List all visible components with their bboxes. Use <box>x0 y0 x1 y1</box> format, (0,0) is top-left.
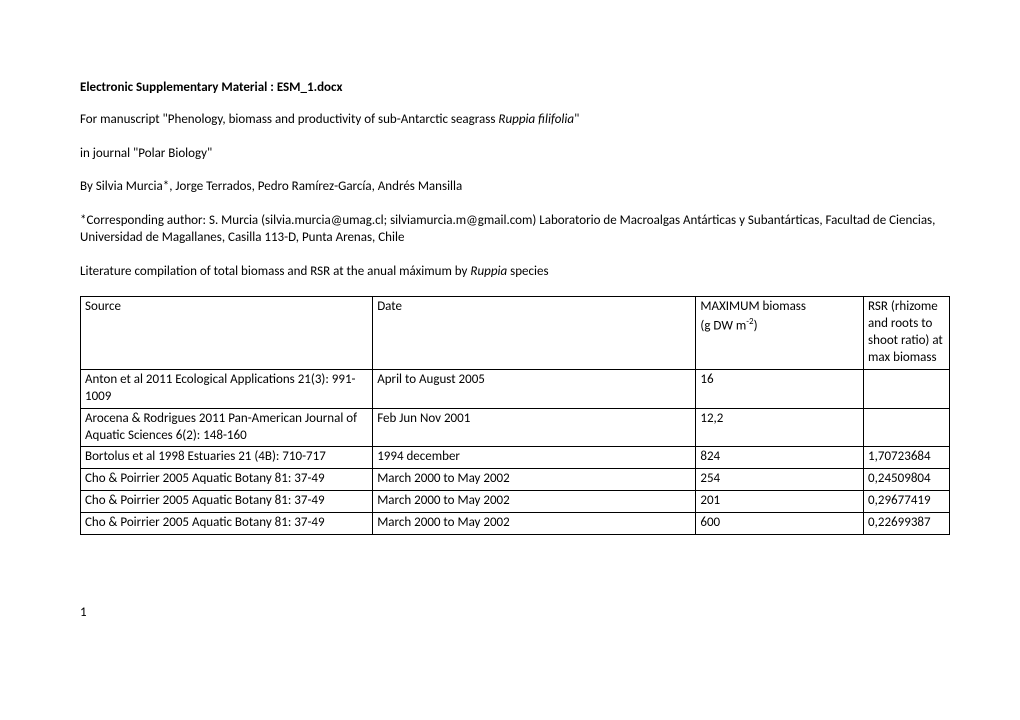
cell-source: Anton et al 2011 Ecological Applications… <box>81 369 373 408</box>
biomass-unit-suffix: ) <box>754 319 758 334</box>
cell-rsr <box>864 408 950 447</box>
compilation-suffix: species <box>507 264 548 279</box>
header-source: Source <box>81 297 373 370</box>
document-title: Electronic Supplementary Material : ESM_… <box>80 80 950 95</box>
cell-source: Cho & Poirrier 2005 Aquatic Botany 81: 3… <box>81 513 373 535</box>
cell-biomass: 201 <box>696 491 864 513</box>
cell-source: Bortolus et al 1998 Estuaries 21 (4B): 7… <box>81 447 373 469</box>
cell-source: Cho & Poirrier 2005 Aquatic Botany 81: 3… <box>81 491 373 513</box>
table-row: Bortolus et al 1998 Estuaries 21 (4B): 7… <box>81 447 950 469</box>
table-row: Cho & Poirrier 2005 Aquatic Botany 81: 3… <box>81 491 950 513</box>
cell-date: 1994 december <box>373 447 696 469</box>
biomass-label: MAXIMUM biomass <box>700 299 806 314</box>
header-rsr: RSR (rhizome and roots to shoot ratio) a… <box>864 297 950 370</box>
cell-rsr: 0,29677419 <box>864 491 950 513</box>
cell-date: April to August 2005 <box>373 369 696 408</box>
table-row: Cho & Poirrier 2005 Aquatic Botany 81: 3… <box>81 513 950 535</box>
biomass-unit-prefix: (g DW m <box>700 319 746 334</box>
table-row: Anton et al 2011 Ecological Applications… <box>81 369 950 408</box>
manuscript-prefix: For manuscript "Phenology, biomass and p… <box>80 112 498 127</box>
corresponding-author: *Corresponding author: S. Murcia (silvia… <box>80 212 950 247</box>
header-date: Date <box>373 297 696 370</box>
cell-biomass: 600 <box>696 513 864 535</box>
cell-date: March 2000 to May 2002 <box>373 491 696 513</box>
manuscript-line: For manuscript "Phenology, biomass and p… <box>80 111 950 129</box>
authors-line: By Silvia Murcia*, Jorge Terrados, Pedro… <box>80 178 950 196</box>
data-table: Source Date MAXIMUM biomass (g DW m-2) R… <box>80 296 950 535</box>
cell-source: Arocena & Rodrigues 2011 Pan-American Jo… <box>81 408 373 447</box>
cell-date: Feb Jun Nov 2001 <box>373 408 696 447</box>
cell-source: Cho & Poirrier 2005 Aquatic Botany 81: 3… <box>81 469 373 491</box>
cell-rsr <box>864 369 950 408</box>
journal-line: in journal "Polar Biology" <box>80 145 950 163</box>
cell-biomass: 12,2 <box>696 408 864 447</box>
manuscript-suffix: " <box>574 112 579 127</box>
table-header-row: Source Date MAXIMUM biomass (g DW m-2) R… <box>81 297 950 370</box>
cell-rsr: 0,22699387 <box>864 513 950 535</box>
cell-date: March 2000 to May 2002 <box>373 513 696 535</box>
compilation-line: Literature compilation of total biomass … <box>80 263 950 281</box>
cell-rsr: 1,70723684 <box>864 447 950 469</box>
cell-biomass: 16 <box>696 369 864 408</box>
cell-rsr: 0,24509804 <box>864 469 950 491</box>
biomass-unit-sup: -2 <box>746 316 753 327</box>
page-number: 1 <box>80 605 950 620</box>
cell-date: March 2000 to May 2002 <box>373 469 696 491</box>
table-row: Cho & Poirrier 2005 Aquatic Botany 81: 3… <box>81 469 950 491</box>
table-row: Arocena & Rodrigues 2011 Pan-American Jo… <box>81 408 950 447</box>
manuscript-species: Ruppia filifolia <box>498 112 574 127</box>
cell-biomass: 254 <box>696 469 864 491</box>
cell-biomass: 824 <box>696 447 864 469</box>
header-biomass: MAXIMUM biomass (g DW m-2) <box>696 297 864 370</box>
compilation-prefix: Literature compilation of total biomass … <box>80 264 470 279</box>
compilation-species: Ruppia <box>470 264 507 279</box>
